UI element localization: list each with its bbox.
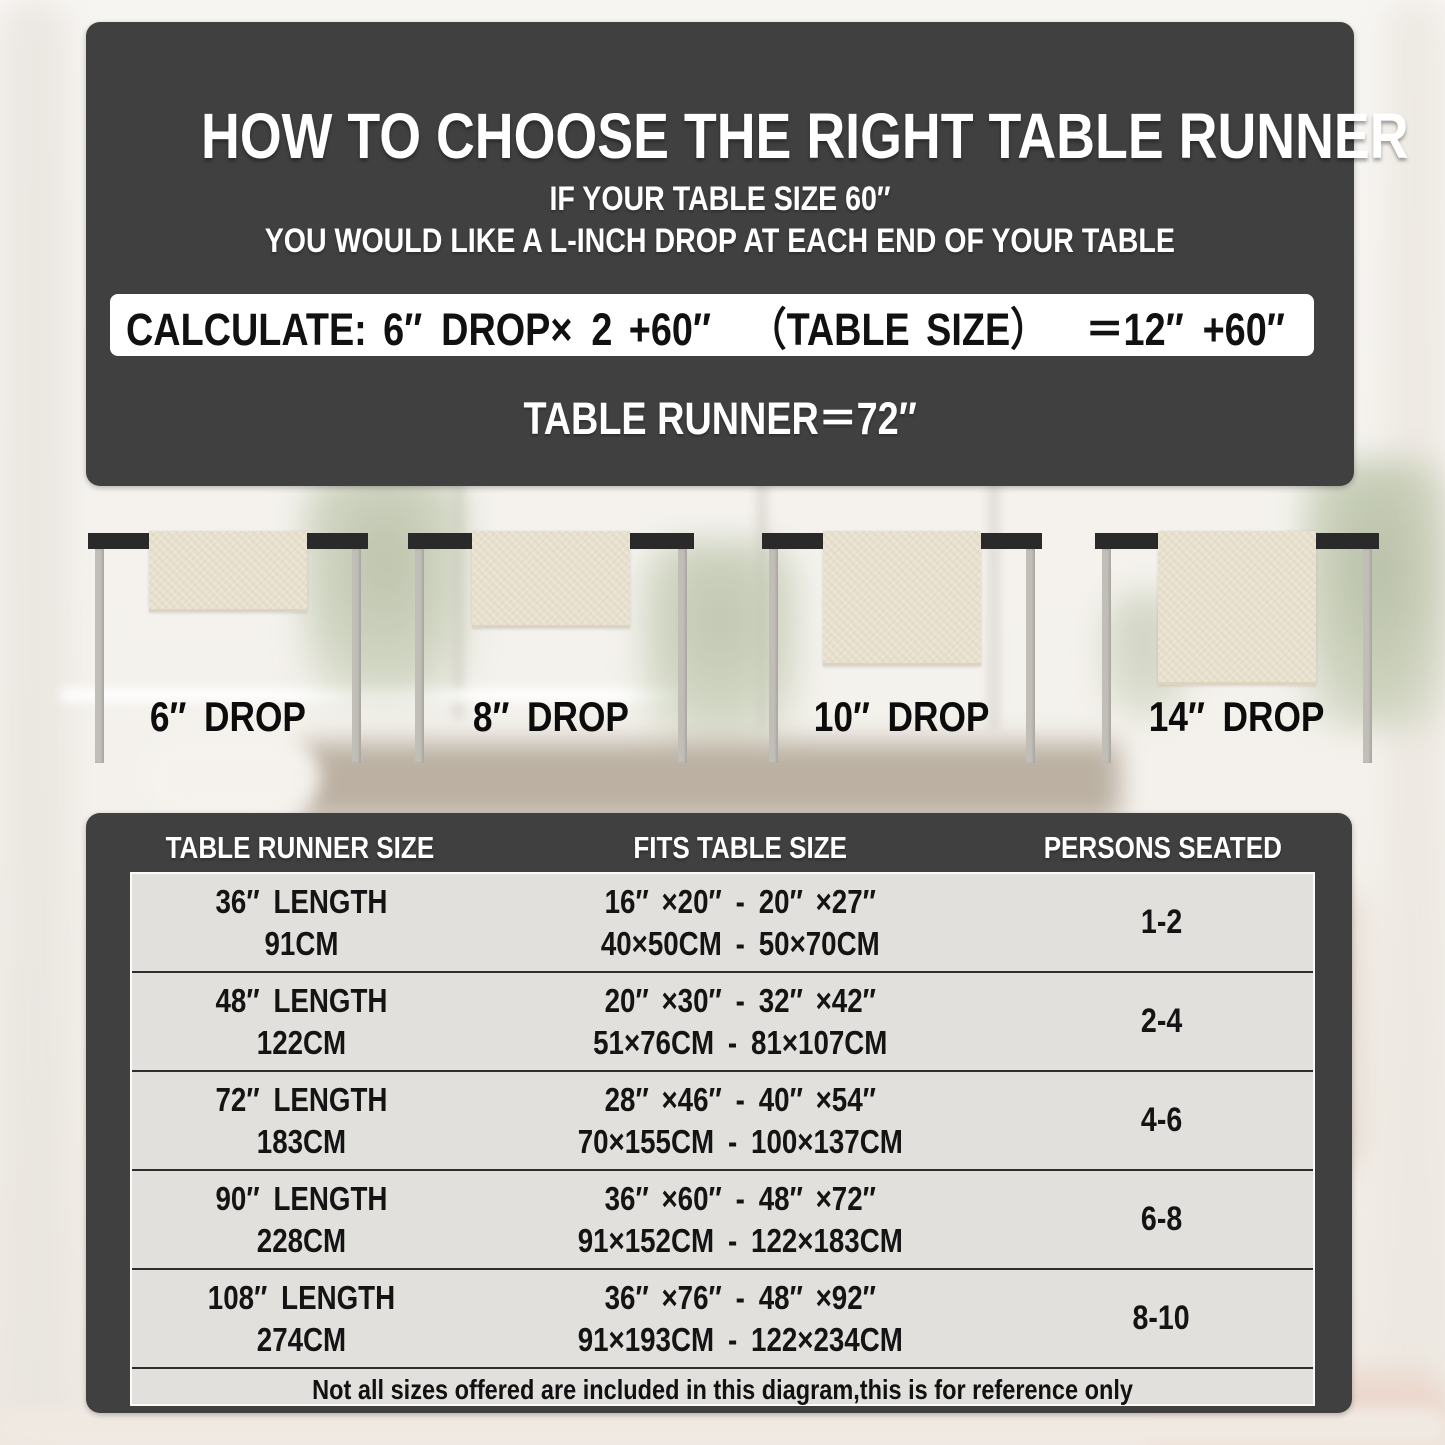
bg-plant xyxy=(300,470,470,700)
runner-length-in: 72″ LENGTH xyxy=(215,1080,388,1118)
subtitle-line2-text: YOU WOULD LIKE A L-INCH DROP AT EACH END… xyxy=(264,222,1176,260)
table-row: 90″ LENGTH 228CM 36″ ×60″ - 48″ ×72″ 91×… xyxy=(132,1171,1313,1270)
page-title-text: HOW TO CHOOSE THE RIGHT TABLE RUNNER xyxy=(201,99,1409,172)
column-header-persons: PERSONS SEATED xyxy=(1010,830,1315,866)
runner-size-cell: 72″ LENGTH 183CM xyxy=(132,1079,471,1163)
runner-swatch xyxy=(149,531,307,612)
runner-size-cell: 90″ LENGTH 228CM xyxy=(132,1178,471,1262)
drop-label-text: 8″ DROP xyxy=(472,693,630,740)
subtitle-line1-text: IF YOUR TABLE SIZE 60″ xyxy=(549,180,891,218)
drop-label: 10″ DROP xyxy=(762,693,1042,741)
fits-range-cm: 91×193CM - 122×234CM xyxy=(577,1320,903,1358)
subtitle-line2: YOU WOULD LIKE A L-INCH DROP AT EACH END… xyxy=(86,222,1354,261)
persons-seated-cell: 6-8 xyxy=(1009,1200,1313,1239)
persons-seated-cell: 8-10 xyxy=(1009,1299,1313,1338)
bg-blur-shape xyxy=(0,0,70,1445)
runner-size-cell: 108″ LENGTH 274CM xyxy=(132,1277,471,1361)
drop-figure-10in: 10″ DROP xyxy=(762,531,1042,771)
table-leg-right xyxy=(678,549,687,763)
size-table-header: TABLE RUNNER SIZE FITS TABLE SIZE PERSON… xyxy=(130,825,1315,871)
runner-swatch xyxy=(472,531,630,628)
persons-seated-cell: 2-4 xyxy=(1009,1002,1313,1041)
fits-table-cell: 36″ ×76″ - 48″ ×92″ 91×193CM - 122×234CM xyxy=(471,1277,1010,1361)
drop-label: 6″ DROP xyxy=(88,693,368,741)
persons-value: 6-8 xyxy=(1140,1200,1182,1238)
bg-white-chair xyxy=(150,742,320,812)
runner-length-in: 108″ LENGTH xyxy=(207,1278,396,1316)
table-footnote: Not all sizes offered are included in th… xyxy=(132,1369,1313,1410)
drop-label-text: 14″ DROP xyxy=(1149,693,1325,740)
result-line: TABLE RUNNER＝72″ xyxy=(86,382,1354,447)
persons-value: 1-2 xyxy=(1140,903,1182,941)
runner-size-cell: 48″ LENGTH 122CM xyxy=(132,980,471,1064)
table-leg-left xyxy=(1102,549,1111,763)
fits-table-cell: 36″ ×60″ - 48″ ×72″ 91×152CM - 122×183CM xyxy=(471,1178,1010,1262)
drop-figure-8in: 8″ DROP xyxy=(408,531,694,771)
drop-label-text: 10″ DROP xyxy=(814,693,990,740)
persons-seated-cell: 1-2 xyxy=(1009,903,1313,942)
fits-range-in: 36″ ×60″ - 48″ ×72″ xyxy=(604,1179,876,1217)
column-header-text: PERSONS SEATED xyxy=(1043,830,1282,865)
size-table-panel: TABLE RUNNER SIZE FITS TABLE SIZE PERSON… xyxy=(86,813,1352,1413)
persons-value: 8-10 xyxy=(1132,1299,1190,1337)
calculate-banner: CALCULATE: 6″ DROP× 2 +60″ （TABLE SIZE） … xyxy=(110,294,1314,356)
table-footnote-text: Not all sizes offered are included in th… xyxy=(312,1373,1133,1405)
runner-length-in: 48″ LENGTH xyxy=(215,981,388,1019)
fits-range-in: 28″ ×46″ - 40″ ×54″ xyxy=(604,1080,876,1118)
calculate-formula-text: CALCULATE: 6″ DROP× 2 +60″ （TABLE SIZE） … xyxy=(126,303,1285,355)
drop-label-text: 6″ DROP xyxy=(149,693,307,740)
fits-range-cm: 70×155CM - 100×137CM xyxy=(577,1122,903,1160)
result-line-text: TABLE RUNNER＝72″ xyxy=(523,393,917,444)
runner-length-cm: 183CM xyxy=(256,1122,347,1160)
table-row: 36″ LENGTH 91CM 16″ ×20″ - 20″ ×27″ 40×5… xyxy=(132,874,1313,973)
column-header-runner-size: TABLE RUNNER SIZE xyxy=(130,830,470,866)
bg-floor xyxy=(0,1408,1445,1445)
table-row: 108″ LENGTH 274CM 36″ ×76″ - 48″ ×92″ 91… xyxy=(132,1270,1313,1369)
persons-seated-cell: 4-6 xyxy=(1009,1101,1313,1140)
runner-length-in: 90″ LENGTH xyxy=(215,1179,388,1217)
table-leg-right xyxy=(1363,549,1372,763)
fits-range-in: 20″ ×30″ - 32″ ×42″ xyxy=(604,981,876,1019)
fits-range-cm: 91×152CM - 122×183CM xyxy=(577,1221,903,1259)
table-leg-right xyxy=(1026,549,1035,763)
table-row: 48″ LENGTH 122CM 20″ ×30″ - 32″ ×42″ 51×… xyxy=(132,973,1313,1072)
drop-figure-6in: 6″ DROP xyxy=(88,531,368,771)
table-leg-left xyxy=(769,549,778,763)
fits-table-cell: 20″ ×30″ - 32″ ×42″ 51×76CM - 81×107CM xyxy=(471,980,1010,1064)
bg-plant xyxy=(1300,460,1445,730)
runner-length-cm: 228CM xyxy=(256,1221,347,1259)
runner-swatch xyxy=(1158,531,1316,685)
runner-length-in: 36″ LENGTH xyxy=(215,882,388,920)
size-table-body: 36″ LENGTH 91CM 16″ ×20″ - 20″ ×27″ 40×5… xyxy=(130,872,1315,1406)
fits-range-cm: 51×76CM - 81×107CM xyxy=(593,1023,888,1061)
page-title: HOW TO CHOOSE THE RIGHT TABLE RUNNER xyxy=(86,99,1409,173)
runner-swatch xyxy=(823,531,981,666)
runner-length-cm: 122CM xyxy=(256,1023,347,1061)
fits-range-in: 16″ ×20″ - 20″ ×27″ xyxy=(604,882,876,920)
runner-size-cell: 36″ LENGTH 91CM xyxy=(132,881,471,965)
column-header-text: TABLE RUNNER SIZE xyxy=(165,830,435,865)
drop-figure-14in: 14″ DROP xyxy=(1095,531,1379,771)
header-panel: HOW TO CHOOSE THE RIGHT TABLE RUNNER IF … xyxy=(86,22,1409,486)
drop-label: 14″ DROP xyxy=(1095,693,1379,741)
subtitle-line1: IF YOUR TABLE SIZE 60″ xyxy=(86,180,1354,219)
runner-length-cm: 274CM xyxy=(256,1320,347,1358)
column-header-text: FITS TABLE SIZE xyxy=(633,830,848,865)
fits-table-cell: 16″ ×20″ - 20″ ×27″ 40×50CM - 50×70CM xyxy=(471,881,1010,965)
bg-dining-table xyxy=(300,742,1120,820)
runner-length-cm: 91CM xyxy=(264,924,339,962)
fits-table-cell: 28″ ×46″ - 40″ ×54″ 70×155CM - 100×137CM xyxy=(471,1079,1010,1163)
fits-range-in: 36″ ×76″ - 48″ ×92″ xyxy=(604,1278,876,1316)
table-row: 72″ LENGTH 183CM 28″ ×46″ - 40″ ×54″ 70×… xyxy=(132,1072,1313,1171)
column-header-fits-table: FITS TABLE SIZE xyxy=(470,830,1010,866)
persons-value: 2-4 xyxy=(1140,1002,1182,1040)
table-leg-right xyxy=(352,549,361,763)
drop-label: 8″ DROP xyxy=(408,693,694,741)
table-leg-left xyxy=(415,549,424,763)
table-leg-left xyxy=(95,549,104,763)
persons-value: 4-6 xyxy=(1140,1101,1182,1139)
fits-range-cm: 40×50CM - 50×70CM xyxy=(600,924,880,962)
